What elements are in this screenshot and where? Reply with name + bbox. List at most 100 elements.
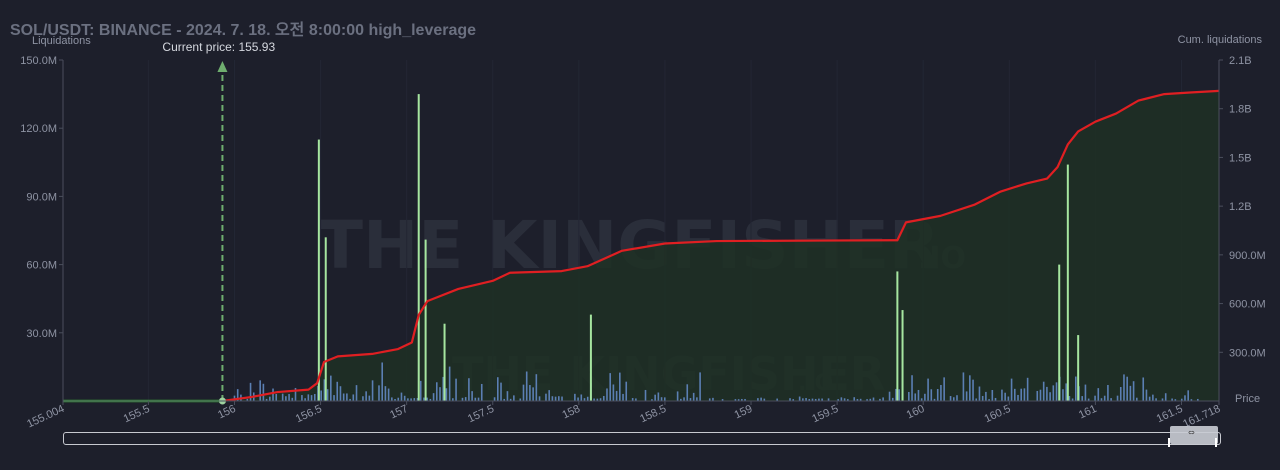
liquidation-bar (792, 399, 795, 401)
liquidation-bar (426, 397, 428, 401)
y-left-axis-label: Liquidations (32, 35, 91, 47)
liquidation-bar (930, 389, 933, 401)
liquidation-bar (1094, 395, 1096, 401)
liquidation-bar (538, 396, 541, 401)
liquidation-bar (339, 386, 342, 401)
x-tick-label: 157 (388, 403, 410, 422)
liquidation-bar (991, 390, 994, 401)
liquidation-bar (920, 398, 923, 401)
liquidation-bar (689, 398, 692, 401)
liquidation-bar (362, 396, 364, 401)
liquidation-bar (1097, 388, 1100, 401)
liquidation-bar (435, 382, 438, 401)
liquidation-bar (1013, 388, 1016, 401)
liquidation-bar (1062, 389, 1064, 401)
x-tick-label: 156 (216, 403, 238, 422)
liquidation-bar (419, 380, 422, 401)
liquidation-bar (535, 374, 538, 401)
liquidation-bar (265, 398, 268, 401)
liquidation-bar (981, 395, 984, 401)
liquidation-bar (330, 375, 332, 401)
liquidation-bar (464, 397, 467, 401)
liquidation-bar (545, 393, 547, 401)
liquidation-bar (525, 371, 528, 401)
x-tick-label: 155.5 (122, 403, 152, 426)
liquidation-bar (391, 397, 393, 401)
liquidation-bar (551, 396, 554, 401)
liquidation-bar (262, 383, 265, 401)
liquidation-bar (1126, 376, 1128, 401)
liquidation-bar (554, 396, 557, 401)
liquidation-bar (1142, 377, 1145, 401)
range-handle-left[interactable] (1168, 438, 1170, 447)
liquidation-bar (663, 397, 666, 401)
liquidation-bar (371, 380, 374, 401)
liquidation-bar (586, 396, 589, 401)
liquidation-spike-bar (317, 139, 320, 402)
liquidation-bar (943, 377, 945, 401)
liquidation-bar (355, 385, 358, 401)
liquidation-bar (818, 398, 820, 401)
liquidation-bar (917, 389, 920, 401)
grip-icon: ⇔ (1188, 428, 1195, 437)
liquidation-bar (468, 378, 470, 401)
liquidation-spike-bar (1058, 264, 1061, 401)
liquidation-bar (985, 391, 987, 401)
liquidation-bar (387, 388, 390, 401)
liquidation-bar (1001, 389, 1003, 401)
liquidation-bar (969, 375, 971, 401)
current-price-marker: Current price: 155.93 (162, 40, 275, 405)
range-scrollbar[interactable]: ⇔ (63, 426, 1221, 447)
liquidation-bar (506, 391, 509, 401)
liquidation-bar (397, 397, 400, 401)
liquidation-bar (455, 378, 457, 401)
liquidation-bar (708, 398, 711, 401)
liquidation-bar (394, 398, 396, 401)
liquidation-bar (1087, 398, 1090, 401)
liquidation-spike-bar (896, 271, 899, 401)
liquidation-bar (1116, 395, 1119, 401)
liquidation-bar (696, 397, 698, 401)
liquidation-bar (609, 373, 611, 401)
liquidation-bar (249, 382, 252, 401)
liquidation-bar (936, 389, 939, 401)
liquidation-bar (323, 379, 326, 401)
liquidation-bar (651, 399, 653, 401)
liquidation-bar (895, 388, 897, 401)
y-right-tick-label: 600.0M (1229, 299, 1266, 311)
x-tick-label: 156.5 (294, 403, 324, 426)
liquidation-bar (837, 399, 839, 401)
liquidation-bar (1071, 398, 1074, 401)
liquidation-bar (606, 388, 608, 401)
liquidation-bar (683, 397, 685, 401)
liquidation-bar (558, 396, 560, 401)
liquidation-bar (956, 395, 958, 401)
liquidation-bar (1065, 383, 1067, 401)
liquidation-bar (1046, 386, 1048, 401)
liquidation-bar (914, 393, 917, 401)
range-handle-right[interactable] (1215, 438, 1217, 447)
liquidation-bar (1171, 398, 1173, 401)
liquidation-bar (744, 398, 746, 401)
liquidation-bar (288, 393, 290, 401)
scrollbar-thumb[interactable]: ⇔ (1170, 426, 1218, 444)
liquidation-bar (1164, 393, 1167, 401)
liquidation-bar (333, 395, 335, 401)
liquidation-bar (384, 386, 387, 401)
liquidation-bar (1081, 396, 1084, 401)
liquidation-spike-bar (424, 239, 427, 401)
liquidation-bar (474, 397, 477, 401)
liquidation-bar (952, 397, 955, 401)
liquidation-bar (432, 393, 435, 401)
liquidation-spike-bar (1077, 335, 1080, 401)
liquidation-bar (612, 384, 615, 401)
liquidation-bar (413, 398, 416, 401)
liquidation-bar (1052, 385, 1055, 401)
liquidation-bar (699, 372, 701, 401)
liquidation-bar (269, 396, 271, 401)
liquidation-bar (294, 387, 297, 401)
liquidation-bar (776, 398, 778, 401)
liquidation-bar (580, 394, 583, 401)
liquidation-bar (721, 399, 724, 401)
